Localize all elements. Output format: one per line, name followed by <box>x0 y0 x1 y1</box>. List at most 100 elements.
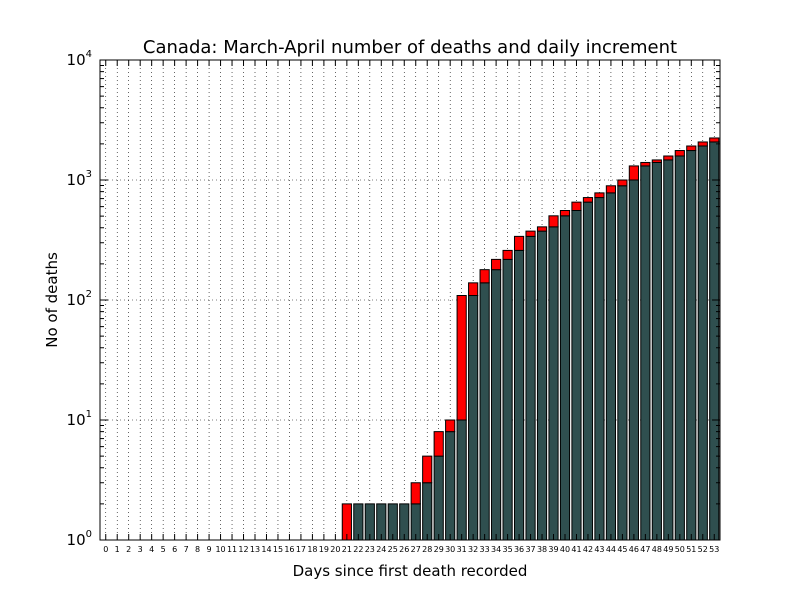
x-tick-label: 29 <box>434 545 444 554</box>
bar-previous-total <box>640 165 651 541</box>
bar-previous-total <box>697 145 708 541</box>
x-tick-label: 50 <box>675 545 685 554</box>
x-tick-label: 27 <box>411 545 421 554</box>
bar-daily-increment <box>548 215 559 228</box>
x-tick-label: 32 <box>468 545 478 554</box>
bar-daily-increment <box>709 137 720 143</box>
x-tick-label: 8 <box>195 545 200 554</box>
bar-previous-total <box>422 482 433 541</box>
x-tick-label: 35 <box>502 545 512 554</box>
y-tick-exponent: 0 <box>86 529 92 540</box>
bar-daily-increment <box>697 141 708 147</box>
y-tick-label: 100 <box>67 529 92 549</box>
bar-previous-total <box>617 185 628 541</box>
x-tick-label: 26 <box>399 545 409 554</box>
x-tick-label: 10 <box>215 545 225 554</box>
bar-previous-total <box>582 201 594 541</box>
y-tick-label: 104 <box>67 49 92 69</box>
y-tick-label: 102 <box>67 289 92 309</box>
x-tick-label: 16 <box>284 545 294 554</box>
x-tick-label: 12 <box>238 545 248 554</box>
bars <box>341 137 720 541</box>
x-tick-label: 19 <box>319 545 329 554</box>
x-tick-label: 43 <box>594 545 604 554</box>
bar-previous-total <box>605 192 617 541</box>
bar-daily-increment <box>502 249 513 260</box>
x-tick-label: 39 <box>548 545 558 554</box>
x-tick-label: 24 <box>376 545 386 554</box>
x-tick-label: 52 <box>698 545 708 554</box>
bar-previous-total <box>548 226 559 541</box>
bar-daily-increment <box>536 226 548 232</box>
x-tick-labels: 0 1 2 3 4 5 6 7 8 9 10 11 12 13 14 15 16 17 18 19 20 21 22 23 24… <box>103 545 719 554</box>
x-tick-label: 41 <box>571 545 581 554</box>
bar-daily-increment <box>479 269 490 284</box>
bar-daily-increment <box>594 192 605 199</box>
bar-daily-increment <box>410 482 421 505</box>
y-tick-label: 103 <box>67 169 92 189</box>
x-tick-label: 5 <box>161 545 166 554</box>
x-tick-label: 31 <box>457 545 467 554</box>
bar-previous-total <box>468 295 479 541</box>
y-tick-label: 101 <box>67 409 92 429</box>
bar-daily-increment <box>582 197 594 203</box>
y-tick-base: 10 <box>67 51 86 69</box>
bar-previous-total <box>686 150 697 541</box>
bar-daily-increment <box>686 145 697 152</box>
y-tick-exponent: 4 <box>86 49 92 60</box>
bar-daily-increment <box>640 161 651 167</box>
x-tick-label: 45 <box>617 545 627 554</box>
x-axis-label: Days since first death recorded <box>293 562 528 580</box>
bar-daily-increment <box>468 282 479 297</box>
y-tick-base: 10 <box>67 291 86 309</box>
x-tick-label: 47 <box>640 545 650 554</box>
bar-previous-total <box>628 179 639 541</box>
x-tick-label: 4 <box>149 545 154 554</box>
x-tick-label: 7 <box>184 545 189 554</box>
x-tick-label: 15 <box>273 545 283 554</box>
bar-previous-total <box>445 431 456 541</box>
bar-daily-increment <box>651 159 662 163</box>
y-tick-exponent: 1 <box>86 409 92 420</box>
x-tick-label: 1 <box>115 545 120 554</box>
bar-daily-increment <box>422 455 433 484</box>
x-tick-label: 17 <box>296 545 306 554</box>
x-tick-label: 25 <box>388 545 398 554</box>
x-tick-label: 51 <box>686 545 696 554</box>
x-tick-label: 34 <box>491 545 501 554</box>
x-tick-label: 38 <box>537 545 547 554</box>
x-tick-label: 3 <box>138 545 143 554</box>
bar-previous-total <box>594 197 605 541</box>
axis-ticks <box>100 59 720 541</box>
x-tick-label: 42 <box>583 545 593 554</box>
x-tick-label: 36 <box>514 545 524 554</box>
bar-daily-increment <box>663 155 674 161</box>
y-tick-exponent: 3 <box>86 169 92 180</box>
y-axis-label: No of deaths <box>43 252 61 348</box>
bar-previous-total <box>559 215 571 541</box>
x-tick-label: 40 <box>560 545 570 554</box>
bar-daily-increment <box>491 258 502 271</box>
x-tick-label: 28 <box>422 545 432 554</box>
bar-previous-total <box>674 155 685 541</box>
chart-title: Canada: March-April number of deaths and… <box>143 37 677 58</box>
bar-daily-increment <box>525 230 536 237</box>
x-tick-label: 0 <box>103 545 108 554</box>
x-tick-label: 18 <box>307 545 317 554</box>
x-tick-label: 48 <box>652 545 662 554</box>
bar-previous-total <box>536 230 548 541</box>
bar-daily-increment <box>617 179 628 187</box>
x-tick-label: 20 <box>330 545 340 554</box>
bar-previous-total <box>479 282 490 541</box>
x-tick-label: 30 <box>445 545 455 554</box>
x-tick-label: 49 <box>663 545 673 554</box>
y-tick-base: 10 <box>67 531 86 549</box>
bar-previous-total <box>433 455 444 541</box>
bar-previous-total <box>651 161 662 541</box>
bar-daily-increment <box>456 295 467 421</box>
x-tick-label: 53 <box>709 545 719 554</box>
bar-previous-total <box>663 159 674 541</box>
